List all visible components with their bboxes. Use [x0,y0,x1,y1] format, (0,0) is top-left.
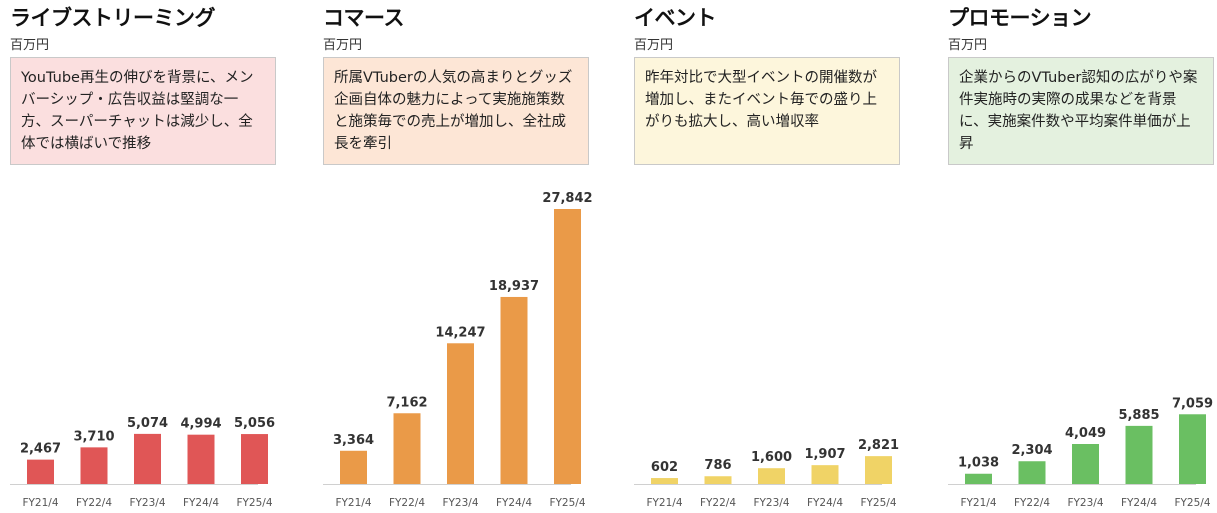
data-label: 5,056 [234,416,275,431]
x-tick-label: FY21/4 [646,497,682,509]
x-tick-label: FY24/4 [496,497,532,509]
panel-title: プロモーション [948,6,1092,30]
bar [241,434,268,484]
bar [1072,444,1099,484]
bar [1125,425,1153,484]
data-label: 1,600 [751,450,792,465]
x-tick-label: FY21/4 [960,497,996,509]
data-label: 5,885 [1118,408,1159,423]
bar [651,478,678,484]
x-tick-label: FY24/4 [1121,497,1157,509]
x-tick-label: FY21/4 [335,497,371,509]
data-label: 5,074 [127,416,168,431]
bar [758,468,785,484]
description-box: YouTube再生の伸びを背景に、メンバーシップ・広告収益は堅調な一方、スーパー… [10,57,276,165]
panel-title: ライブストリーミング [10,6,216,30]
bar-chart: 1,038 FY21/4 2,304 FY22/4 4,049 FY23/4 5,885 FY… [948,396,1213,509]
x-tick-label: FY25/4 [1174,497,1210,509]
bar [1179,414,1206,484]
data-label: 786 [704,458,731,473]
x-tick-label: FY22/4 [1014,497,1050,509]
bar [500,296,528,484]
data-label: 7,162 [386,395,427,410]
data-label: 2,304 [1011,443,1052,458]
bar-chart: 2,467 FY21/4 3,710 FY22/4 5,074 FY23/4 4,994 FY… [10,416,275,509]
data-label: 3,364 [333,433,374,448]
panel-commerce: コマース 百万円 所属VTuberの人気の高まりとグッズ企画自体の魅力によって実… [313,0,593,513]
unit-label: 百万円 [10,38,50,53]
data-label: 14,247 [435,325,485,340]
bar [393,413,421,484]
unit-label: 百万円 [323,38,363,53]
bar-chart: 602 FY21/4 786 FY22/4 1,600 FY23/4 1,907 FY24/4… [634,438,899,509]
data-label: 4,994 [180,417,221,432]
x-tick-label: FY25/4 [549,497,585,509]
bar [965,473,992,484]
x-tick-label: FY25/4 [860,497,896,509]
bar [27,459,54,484]
bar [811,465,839,484]
x-tick-label: FY25/4 [236,497,272,509]
panel-title: イベント [634,6,717,30]
description-box: 昨年対比で大型イベントの開催数が増加し、またイベント毎での盛り上がりも拡大し、高… [634,57,900,165]
x-tick-label: FY22/4 [76,497,112,509]
description-box: 所属VTuberの人気の高まりとグッズ企画自体の魅力によって実施施策数と施策毎で… [323,57,589,165]
data-label: 2,821 [858,438,899,453]
x-tick-label: FY23/4 [753,497,789,509]
data-label: 1,038 [958,456,999,471]
bar [134,433,161,484]
data-label: 1,907 [804,447,845,462]
data-label: 18,937 [489,279,539,294]
bar [80,447,108,484]
x-tick-label: FY23/4 [442,497,478,509]
x-tick-label: FY24/4 [183,497,219,509]
panel-event: イベント 百万円 昨年対比で大型イベントの開催数が増加し、またイベント毎での盛り… [624,0,900,513]
bar [187,434,215,484]
data-label: 4,049 [1065,426,1106,441]
x-tick-label: FY23/4 [1067,497,1103,509]
unit-label: 百万円 [634,38,674,53]
bar [554,209,581,484]
panel-live-streaming: ライブストリーミング 百万円 YouTube再生の伸びを背景に、メンバーシップ・… [0,0,276,513]
bar [865,456,892,484]
bar [1018,461,1046,484]
x-tick-label: FY21/4 [22,497,58,509]
bar [340,450,367,484]
data-label: 7,059 [1172,396,1213,411]
x-tick-label: FY22/4 [700,497,736,509]
bar [447,343,474,484]
x-tick-label: FY22/4 [389,497,425,509]
panel-title: コマース [323,6,404,30]
bar-chart: 3,364 FY21/4 7,162 FY22/4 14,247 FY23/4 18,937… [323,191,593,509]
x-tick-label: FY24/4 [807,497,843,509]
x-tick-label: FY23/4 [129,497,165,509]
unit-label: 百万円 [948,38,988,53]
data-label: 2,467 [20,442,61,457]
description-box: 企業からのVTuber認知の広がりや案件実施時の実際の成果などを背景に、実施案件… [948,57,1214,165]
data-label: 602 [651,460,678,475]
panel-promotion: プロモーション 百万円 企業からのVTuber認知の広がりや案件実施時の実際の成… [938,0,1214,513]
bar [704,476,732,484]
data-label: 3,710 [73,429,114,444]
data-label: 27,842 [542,191,592,206]
